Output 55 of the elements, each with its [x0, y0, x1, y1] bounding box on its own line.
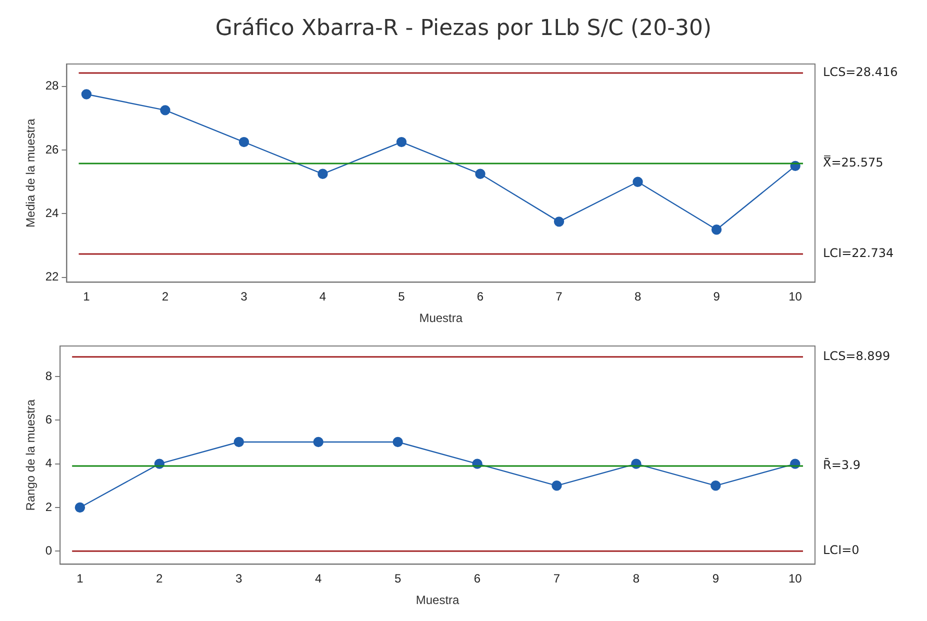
x-tick-label: 4 — [319, 290, 326, 304]
point — [554, 216, 564, 227]
y-tick-label: 0 — [45, 543, 52, 558]
x-tick-label: 8 — [634, 290, 642, 304]
ref-line-label: LCI=22.734 — [823, 246, 894, 260]
ref-line-label: R̄=3.9 — [823, 458, 860, 472]
x-tick-label: 7 — [553, 572, 560, 586]
y-tick-label: 2 — [45, 500, 52, 514]
y-tick-label: 26 — [45, 142, 60, 156]
ref-line-label: X̿=25.575 — [823, 154, 884, 170]
x-tick-label: 5 — [398, 290, 406, 304]
x-tick-label: 5 — [394, 572, 402, 586]
chart-title: Gráfico Xbarra-R - Piezas por 1Lb S/C (20-30) — [214, 15, 713, 43]
point — [552, 480, 562, 491]
x-tick-label: 2 — [156, 572, 164, 586]
point — [74, 502, 86, 513]
x-tick-label: 6 — [476, 290, 484, 304]
point — [710, 480, 721, 491]
point — [318, 168, 328, 179]
x-tick-label: 3 — [240, 290, 248, 304]
point — [396, 136, 407, 148]
ref-line-label: LCS=28.416 — [823, 65, 898, 80]
x-tick-label: 10 — [788, 290, 802, 304]
y-axis-title: Rango de la muestra — [24, 399, 38, 511]
ref-line-label: LCS=8.899 — [823, 349, 890, 364]
point — [234, 436, 244, 448]
y-tick-label: 28 — [45, 78, 60, 93]
y-tick-label: 6 — [45, 412, 52, 426]
x-tick-label: 1 — [76, 572, 84, 586]
y-axis-title: Media de la muestra — [24, 118, 38, 228]
point — [392, 436, 403, 448]
x-tick-label: 2 — [162, 290, 169, 304]
point — [238, 136, 250, 148]
x-axis-title: Muestra — [416, 593, 460, 608]
y-tick-label: 22 — [45, 270, 60, 284]
y-tick-label: 4 — [45, 456, 52, 470]
x-tick-label: 3 — [236, 572, 243, 586]
point — [632, 176, 643, 187]
y-tick-label: 24 — [45, 206, 60, 220]
x-tick-label: 1 — [83, 290, 90, 304]
y-tick-label: 8 — [45, 368, 52, 383]
point — [313, 436, 324, 448]
point — [160, 105, 170, 116]
x-tick-label: 7 — [556, 290, 563, 304]
x-tick-label: 6 — [474, 572, 481, 586]
x-axis-title: Muestra — [419, 311, 463, 326]
x-tick-label: 8 — [632, 572, 640, 586]
x-tick-label: 9 — [712, 572, 720, 586]
x-tick-label: 10 — [788, 572, 802, 586]
ref-line-label: LCI=0 — [823, 543, 860, 558]
point — [81, 89, 92, 100]
point — [711, 224, 722, 235]
x-tick-label: 9 — [713, 290, 720, 304]
x-tick-label: 4 — [314, 572, 322, 586]
point — [475, 168, 486, 179]
